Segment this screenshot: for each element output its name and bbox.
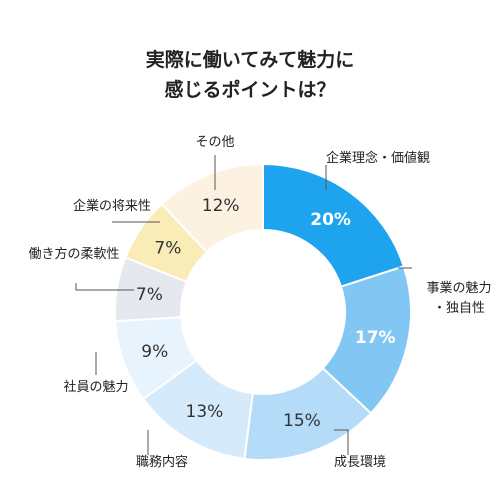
slice-value-label: 12% <box>202 196 240 216</box>
slice-value-label: 13% <box>186 402 224 422</box>
slice-value-label: 7% <box>154 238 181 258</box>
category-label: 社員の魅力 <box>63 379 128 395</box>
slice-value-label: 20% <box>310 210 351 230</box>
slice-value-label: 7% <box>136 285 163 305</box>
slice-value-label: 9% <box>141 342 168 362</box>
donut-slice <box>160 162 264 254</box>
slice-value-label: 15% <box>283 411 321 431</box>
leader-line <box>75 283 134 291</box>
category-label: 事業の魅力 <box>426 280 491 296</box>
category-label: その他 <box>195 135 234 150</box>
category-label: ・独自性 <box>433 301 485 316</box>
category-label: 企業の将来性 <box>73 198 151 214</box>
chart-title-line: 実際に働いてみて魅力に <box>146 48 354 71</box>
category-label: 成長環境 <box>334 455 386 470</box>
category-label: 職務内容 <box>136 454 188 470</box>
category-label: 企業理念・価値観 <box>326 150 430 166</box>
chart-title-line: 感じるポイントは？ <box>164 78 335 101</box>
leader-line <box>334 429 349 455</box>
donut-slice <box>262 162 406 288</box>
category-label: 働き方の柔軟性 <box>28 246 119 262</box>
slice-value-label: 17% <box>355 328 396 348</box>
